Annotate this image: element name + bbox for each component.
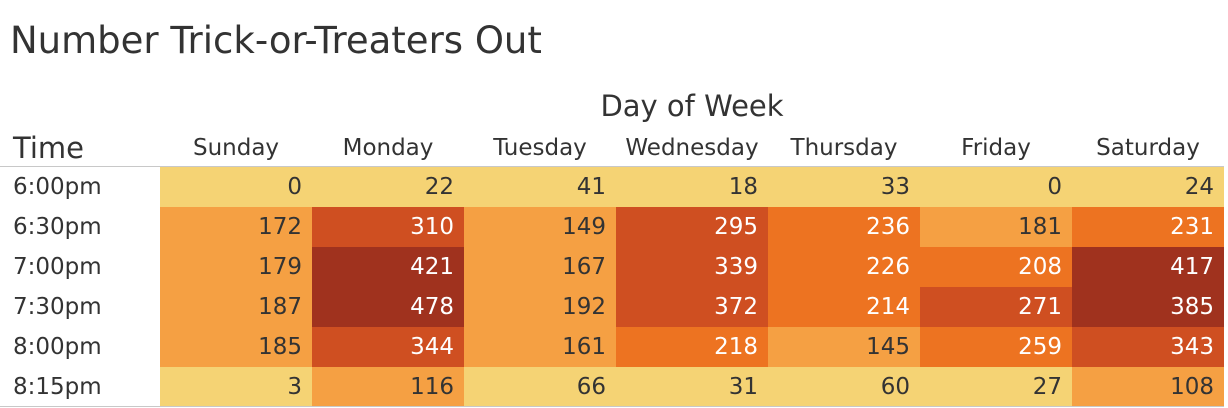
heatmap-cell: 149 (464, 207, 616, 247)
heatmap-cell: 208 (920, 247, 1072, 287)
heatmap-cell: 0 (160, 167, 312, 207)
heatmap-cell: 41 (464, 167, 616, 207)
heatmap-cell: 145 (768, 327, 920, 367)
row-label: 7:30pm (13, 294, 102, 320)
heatmap-cell: 22 (312, 167, 464, 207)
heatmap-cell: 344 (312, 327, 464, 367)
heatmap-cell: 231 (1072, 207, 1224, 247)
row-label: 8:15pm (13, 374, 102, 400)
heatmap-cell: 172 (160, 207, 312, 247)
heatmap-cell: 27 (920, 367, 1072, 407)
heatmap-cell: 179 (160, 247, 312, 287)
column-label: Sunday (192, 135, 280, 161)
heatmap-cell: 417 (1072, 247, 1224, 287)
heatmap-cell: 181 (920, 207, 1072, 247)
heatmap-cell: 167 (464, 247, 616, 287)
chart-title: Number Trick-or-Treaters Out (10, 19, 542, 62)
bottom-divider (0, 406, 1224, 407)
heatmap-cell: 192 (464, 287, 616, 327)
heatmap-cell: 24 (1072, 167, 1224, 207)
heatmap-cell: 295 (616, 207, 768, 247)
heatmap-cell: 478 (312, 287, 464, 327)
heatmap-cell: 310 (312, 207, 464, 247)
row-label: 7:00pm (13, 254, 102, 280)
heatmap-cell: 226 (768, 247, 920, 287)
column-label: Friday (961, 135, 1031, 161)
heatmap-cell: 66 (464, 367, 616, 407)
heatmap-cell: 185 (160, 327, 312, 367)
heatmap-cell: 271 (920, 287, 1072, 327)
heatmap-cell: 421 (312, 247, 464, 287)
heatmap-cell: 218 (616, 327, 768, 367)
heatmap-cell: 214 (768, 287, 920, 327)
heatmap-cell: 372 (616, 287, 768, 327)
heatmap-cell: 343 (1072, 327, 1224, 367)
column-label: Thursday (790, 135, 898, 161)
heatmap-cell: 0 (920, 167, 1072, 207)
column-label: Wednesday (625, 135, 759, 161)
heatmap-cell: 339 (616, 247, 768, 287)
column-label: Tuesday (493, 135, 587, 161)
heatmap-cell: 3 (160, 367, 312, 407)
row-header-label: Time (13, 131, 84, 165)
column-label: Monday (342, 135, 434, 161)
heatmap-cell: 385 (1072, 287, 1224, 327)
heatmap-cell: 31 (616, 367, 768, 407)
heatmap-cell: 18 (616, 167, 768, 207)
heatmap-cell: 259 (920, 327, 1072, 367)
heatmap-cell: 116 (312, 367, 464, 407)
heatmap-cell: 236 (768, 207, 920, 247)
heatmap-cell: 187 (160, 287, 312, 327)
heatmap-cell: 161 (464, 327, 616, 367)
header-divider (0, 166, 1224, 167)
row-label: 8:00pm (13, 334, 102, 360)
heatmap-cell: 60 (768, 367, 920, 407)
column-group-label: Day of Week (600, 89, 784, 123)
row-label: 6:00pm (13, 174, 102, 200)
heatmap-cell: 108 (1072, 367, 1224, 407)
heatmap-cell: 33 (768, 167, 920, 207)
row-label: 6:30pm (13, 214, 102, 240)
column-label: Saturday (1096, 135, 1200, 161)
